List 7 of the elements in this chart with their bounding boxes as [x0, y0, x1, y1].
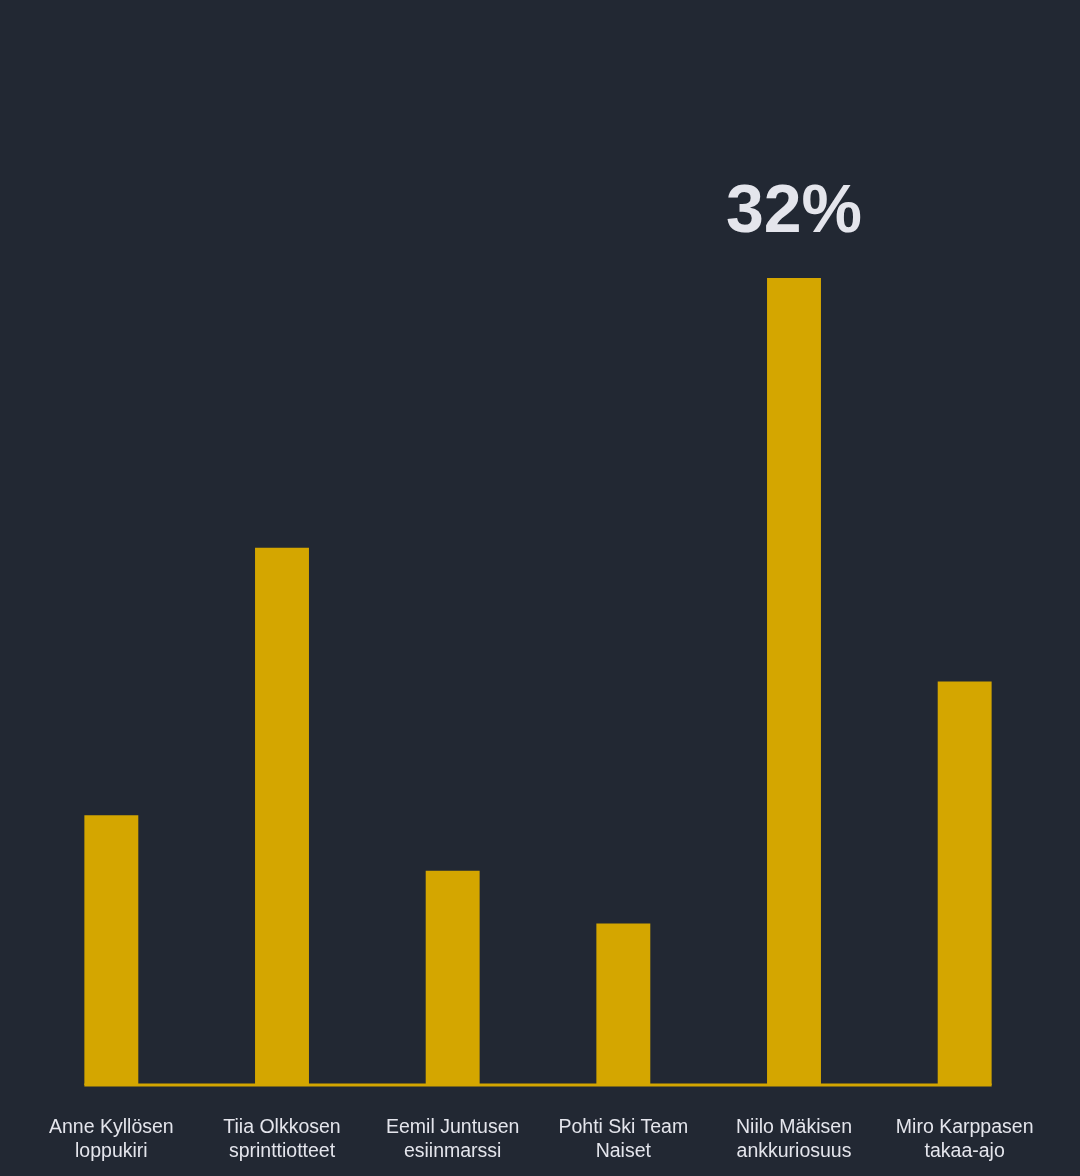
x-tick-label: Tiia Olkkosen sprinttiotteet	[223, 1114, 341, 1161]
data-label: 32%	[725, 170, 863, 246]
x-tick-label: Eemil Juntusen esiinmarssi	[386, 1114, 520, 1161]
x-tick-label: Pohti Ski Team Naiset	[558, 1114, 689, 1161]
x-tick-label: Niilo Mäkisen ankkuriosuus	[736, 1114, 852, 1161]
x-tick-label: Anne Kyllösen loppukiri	[49, 1114, 174, 1161]
x-tick-label: Miro Karppasen takaa-ajo	[895, 1114, 1034, 1161]
